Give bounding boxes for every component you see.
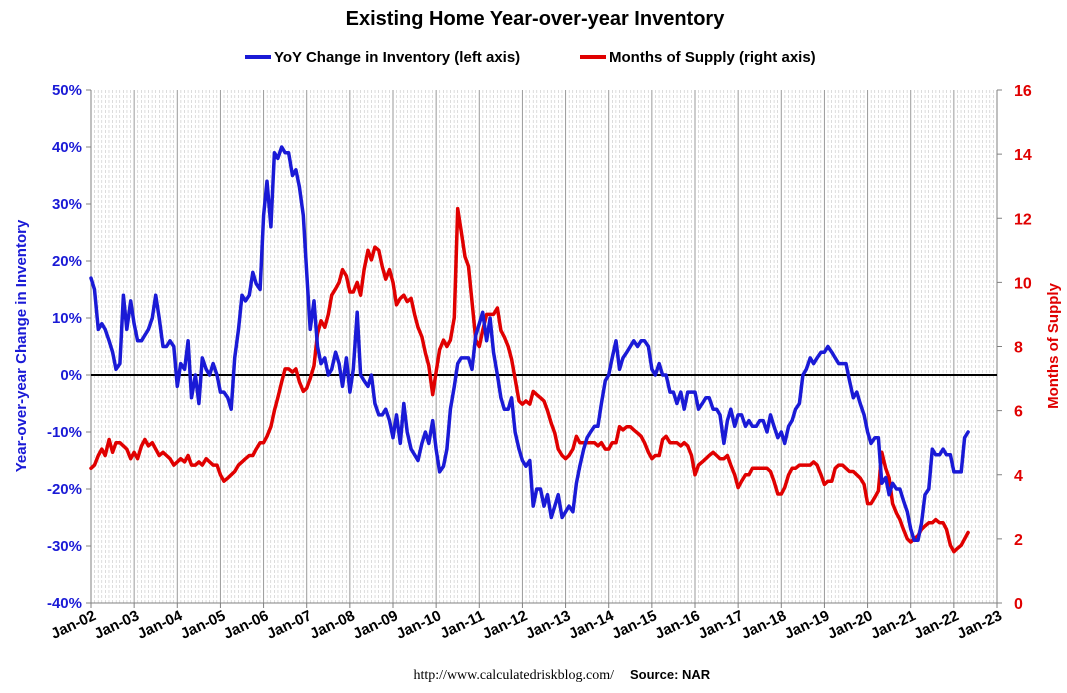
right-tick-label: 0 bbox=[1014, 596, 1023, 613]
chart-title: Existing Home Year-over-year Inventory bbox=[346, 8, 726, 30]
left-tick-label: -40% bbox=[47, 595, 82, 612]
right-tick-label: 2 bbox=[1014, 532, 1023, 549]
series-lines bbox=[89, 145, 970, 554]
left-axis-ticks: -40% -30% -20% -10% 0% 10% 20% 30% 40% 50% bbox=[47, 82, 91, 612]
right-tick-label: 6 bbox=[1014, 404, 1023, 421]
right-tick-label: 8 bbox=[1014, 340, 1023, 357]
right-tick-label: 12 bbox=[1014, 211, 1032, 228]
left-tick-label: -10% bbox=[47, 424, 82, 441]
left-tick-label: 20% bbox=[52, 253, 82, 270]
left-tick-label: -20% bbox=[47, 481, 82, 498]
left-tick-label: 40% bbox=[52, 139, 82, 156]
left-tick-label: 10% bbox=[52, 310, 82, 327]
y-axis-left-label: Year-over-year Change in Inventory bbox=[13, 219, 30, 472]
right-tick-label: 14 bbox=[1014, 147, 1032, 164]
legend-label-supply: Months of Supply (right axis) bbox=[609, 49, 816, 66]
right-axis-ticks: 0 2 4 6 8 10 12 14 16 bbox=[997, 83, 1032, 613]
legend: YoY Change in Inventory (left axis) Mont… bbox=[245, 49, 816, 66]
y-axis-right-label: Months of Supply bbox=[1045, 282, 1062, 408]
left-tick-label: 50% bbox=[52, 82, 82, 99]
footer-source: Source: NAR bbox=[630, 667, 711, 682]
left-tick-label: -30% bbox=[47, 538, 82, 555]
right-tick-label: 16 bbox=[1014, 83, 1032, 100]
series-line-supply bbox=[89, 206, 970, 554]
right-tick-label: 4 bbox=[1014, 468, 1023, 485]
series-line-yoy bbox=[89, 145, 970, 543]
footer-url: http://www.calculatedriskblog.com/ bbox=[414, 668, 615, 683]
left-tick-label: 30% bbox=[52, 196, 82, 213]
legend-label-yoy: YoY Change in Inventory (left axis) bbox=[274, 49, 520, 66]
grid-lines bbox=[90, 90, 998, 604]
right-tick-label: 10 bbox=[1014, 275, 1032, 292]
left-tick-label: 0% bbox=[60, 367, 82, 384]
